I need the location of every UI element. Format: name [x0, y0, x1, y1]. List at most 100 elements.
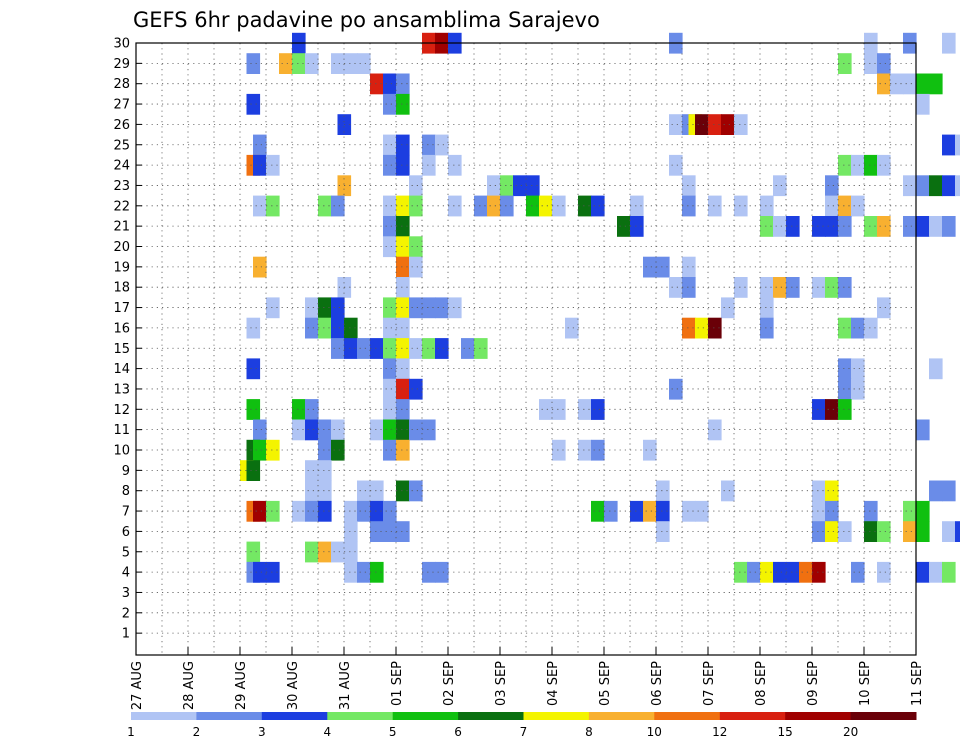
precip-cell	[877, 53, 891, 74]
precip-cell	[669, 277, 683, 298]
precip-cell	[435, 338, 449, 359]
precip-cell	[526, 195, 540, 217]
precip-cell	[396, 521, 410, 542]
precip-cell	[305, 419, 319, 441]
y-tick-label: 11	[113, 423, 130, 438]
precip-cell	[838, 358, 852, 380]
precip-cell	[396, 338, 410, 359]
precip-cell	[383, 399, 397, 420]
precip-cell	[838, 195, 852, 217]
precip-cell	[760, 195, 774, 217]
precip-cell	[838, 521, 852, 542]
precip-cell	[708, 419, 722, 441]
precip-cell	[253, 154, 267, 176]
precip-cell	[331, 541, 345, 563]
precip-cell	[903, 175, 917, 197]
precip-cell	[253, 195, 267, 217]
precip-cell	[812, 521, 826, 542]
precip-cell	[246, 460, 261, 481]
y-tick-label: 18	[113, 281, 130, 296]
precip-cell	[812, 216, 826, 237]
precip-cell	[825, 480, 839, 502]
precip-cell	[916, 419, 930, 441]
precip-cell	[318, 480, 332, 502]
x-tick-label: 29 AUG	[234, 661, 249, 710]
precip-cell	[344, 541, 358, 563]
colorbar-swatch	[654, 712, 721, 720]
precip-cell	[266, 297, 280, 319]
precip-cell	[383, 317, 397, 339]
y-tick-label: 29	[113, 57, 130, 72]
precip-cell	[370, 480, 384, 502]
precip-cell	[396, 399, 410, 420]
precip-cell	[246, 399, 261, 420]
precip-cell	[942, 480, 956, 502]
precip-cell	[383, 521, 397, 542]
precip-cell	[760, 317, 774, 339]
precip-cell	[383, 73, 397, 95]
precip-cell	[246, 93, 261, 115]
precip-cell	[357, 500, 371, 522]
precip-cell	[578, 195, 592, 217]
precip-cell	[357, 53, 371, 74]
precip-cell	[305, 541, 319, 563]
precip-cell	[461, 338, 475, 359]
precip-cell	[396, 236, 410, 258]
precip-cell	[864, 154, 878, 176]
precip-cell	[409, 236, 423, 258]
precip-cell	[383, 93, 397, 115]
precip-cell	[851, 561, 865, 583]
colorbar-label: 4	[323, 725, 331, 739]
precip-cell	[591, 439, 605, 461]
precip-cell	[942, 134, 956, 156]
precip-cell	[266, 561, 280, 583]
precip-cell	[246, 317, 261, 339]
precip-cell	[565, 317, 579, 339]
precip-cell	[877, 216, 891, 237]
colorbar-label: 20	[843, 725, 858, 739]
precip-cell	[916, 500, 930, 522]
precip-cell	[838, 216, 852, 237]
precip-cell	[396, 134, 410, 156]
precip-cell	[942, 561, 956, 583]
precip-cell	[344, 53, 358, 74]
colorbar-label: 12	[712, 725, 727, 739]
precip-cell	[773, 277, 787, 298]
precip-cell	[916, 93, 930, 115]
precip-cell	[292, 53, 306, 74]
precip-cell	[318, 460, 332, 481]
precip-cell	[305, 53, 319, 74]
precip-cell	[695, 114, 709, 135]
precip-cell	[344, 338, 358, 359]
precip-cell	[851, 378, 865, 400]
x-tick-label: 07 SEP	[702, 661, 717, 706]
precip-cell	[799, 561, 813, 583]
precip-cell	[396, 358, 410, 380]
colorbar-swatch	[458, 712, 524, 720]
y-tick-label: 15	[113, 342, 130, 357]
precip-cell	[279, 53, 293, 74]
precip-cell	[591, 500, 605, 522]
precip-cell	[246, 53, 261, 74]
precip-cell	[942, 521, 956, 542]
precip-cell	[916, 521, 930, 542]
precip-cell	[604, 500, 618, 522]
precip-cell	[331, 338, 345, 359]
y-tick-label: 12	[113, 403, 130, 418]
precip-cell	[383, 358, 397, 380]
precip-cell	[266, 500, 280, 522]
precip-cell	[357, 480, 371, 502]
x-tick-label: 11 SEP	[910, 661, 925, 706]
y-tick-label: 1	[122, 627, 130, 642]
precip-cell	[682, 277, 696, 298]
precip-cell	[266, 154, 280, 176]
precip-cell	[721, 114, 735, 135]
precip-cell	[370, 561, 384, 583]
precip-cell	[305, 297, 319, 319]
precip-cell	[812, 399, 826, 420]
precip-cell	[708, 195, 722, 217]
y-tick-label: 30	[113, 37, 130, 52]
precip-cell	[630, 216, 644, 237]
precip-cell	[383, 419, 397, 441]
precip-cell	[864, 521, 878, 542]
